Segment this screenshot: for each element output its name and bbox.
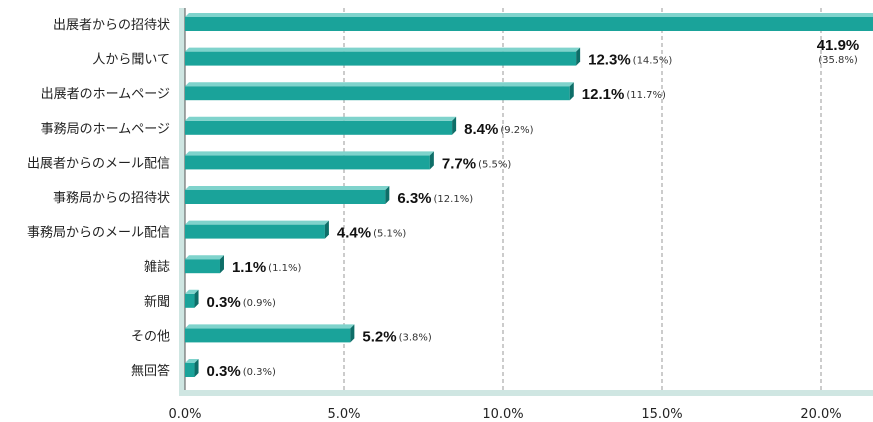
previous-value-label: (3.8%)	[399, 332, 432, 343]
bar-side	[350, 324, 355, 343]
bar-side	[569, 82, 574, 101]
value-label: 0.3%	[207, 363, 241, 380]
bar	[185, 259, 220, 274]
axis-band	[179, 8, 185, 390]
bar-top	[185, 13, 873, 17]
bar-side	[219, 255, 224, 274]
category-label: 人から聞いて	[92, 53, 170, 68]
previous-value-label: (35.8%)	[818, 55, 858, 66]
previous-value-label: (11.7%)	[626, 90, 666, 101]
category-label: 事務局のホームページ	[41, 122, 170, 137]
bar	[185, 120, 453, 135]
value-label: 5.2%	[362, 328, 396, 345]
bar	[185, 293, 195, 308]
category-label: 事務局からの招待状	[53, 191, 170, 206]
category-label: 出展者のホームページ	[41, 87, 170, 102]
bar	[185, 190, 386, 204]
bar	[185, 328, 351, 343]
bar	[185, 363, 195, 377]
x-tick-label: 20.0%	[800, 407, 841, 422]
category-label: 出展者からのメール配信	[27, 156, 170, 171]
category-label: 新聞	[144, 294, 170, 310]
bar-top	[185, 255, 224, 260]
bar	[185, 51, 577, 66]
x-tick-label: 15.0%	[641, 407, 682, 422]
x-tick-label: 0.0%	[168, 407, 201, 422]
value-label: 12.3%	[588, 52, 631, 69]
value-label: 41.9%	[817, 37, 860, 54]
previous-value-label: (5.1%)	[373, 229, 406, 240]
previous-value-label: (9.2%)	[500, 125, 533, 136]
bar-top	[185, 82, 574, 87]
previous-value-label: (14.5%)	[633, 56, 673, 67]
bar-side	[452, 116, 457, 135]
bar-side	[194, 289, 199, 308]
bar	[185, 86, 570, 101]
bar	[185, 155, 430, 170]
previous-value-label: (1.1%)	[268, 263, 301, 274]
bar-top	[185, 220, 329, 225]
bar-top	[185, 359, 199, 363]
bar-top	[185, 116, 457, 121]
bar-side	[385, 186, 390, 204]
bar-top	[185, 186, 390, 190]
value-label: 12.1%	[582, 86, 625, 103]
previous-value-label: (0.3%)	[243, 367, 276, 378]
bar-top	[185, 151, 434, 156]
bar-side	[324, 220, 329, 239]
bar-side	[576, 47, 581, 66]
bar-side	[194, 359, 199, 377]
bar	[185, 17, 873, 31]
bar	[185, 224, 325, 239]
value-label: 4.4%	[337, 225, 371, 242]
category-label: 事務局からのメール配信	[27, 226, 170, 241]
baseline-band	[179, 390, 873, 396]
value-label: 1.1%	[232, 259, 266, 276]
x-tick-label: 5.0%	[327, 407, 360, 422]
previous-value-label: (0.9%)	[243, 298, 276, 309]
bar-side	[429, 151, 434, 170]
bar-top	[185, 289, 199, 294]
bar-top	[185, 324, 355, 329]
category-label: 無回答	[131, 363, 170, 379]
value-label: 0.3%	[207, 294, 241, 311]
value-label: 8.4%	[464, 121, 498, 138]
x-tick-label: 10.0%	[482, 407, 523, 422]
category-label: 雑誌	[144, 259, 170, 275]
previous-value-label: (12.1%)	[434, 194, 474, 205]
previous-value-label: (5.5%)	[478, 159, 511, 170]
value-label: 7.7%	[442, 155, 476, 172]
category-label: 出展者からの招待状	[53, 18, 170, 33]
value-label: 6.3%	[397, 190, 431, 207]
bar-top	[185, 47, 581, 52]
category-label: その他	[131, 329, 170, 344]
